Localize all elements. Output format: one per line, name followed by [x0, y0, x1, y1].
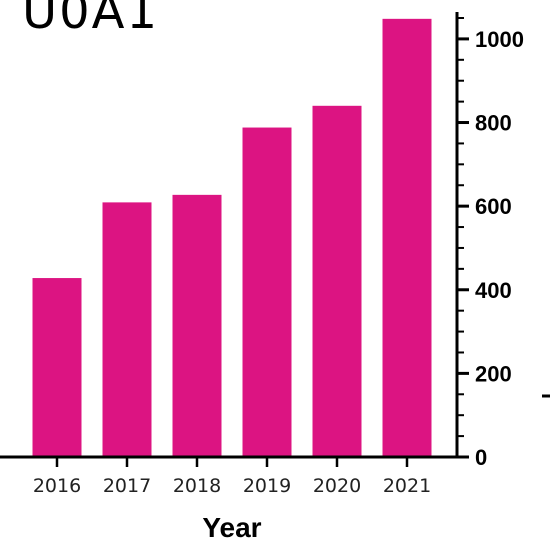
x-tick-label-2021: 2021: [383, 475, 431, 497]
bar-2017: [102, 202, 152, 457]
x-tick-label-2017: 2017: [103, 475, 151, 497]
y-tick-label-200: 200: [475, 361, 512, 386]
bar-2020: [312, 105, 362, 458]
x-tick-label-2018: 2018: [173, 475, 221, 497]
bar-2019: [242, 127, 292, 457]
bars-group: [32, 18, 432, 458]
chart-title: U0A1: [22, 0, 159, 40]
x-tick-label-2019: 2019: [243, 475, 291, 497]
y-axis: 0 200 400 600 800 1000: [455, 12, 524, 470]
bar-2016: [32, 278, 82, 457]
bar-2021: [382, 18, 432, 458]
y-tick-label-0: 0: [475, 445, 487, 470]
y-tick-label-1000: 1000: [475, 27, 524, 52]
y-tick-label-400: 400: [475, 278, 512, 303]
x-tick-label-2020: 2020: [313, 475, 361, 497]
bar-2018: [172, 194, 222, 457]
x-axis-label: Year: [202, 512, 261, 543]
y-tick-label-800: 800: [475, 111, 512, 136]
y-tick-label-600: 600: [475, 194, 512, 219]
x-tick-label-2016: 2016: [33, 475, 81, 497]
x-axis: 2016 2017 2018 2019 2020 2021: [0, 455, 457, 497]
